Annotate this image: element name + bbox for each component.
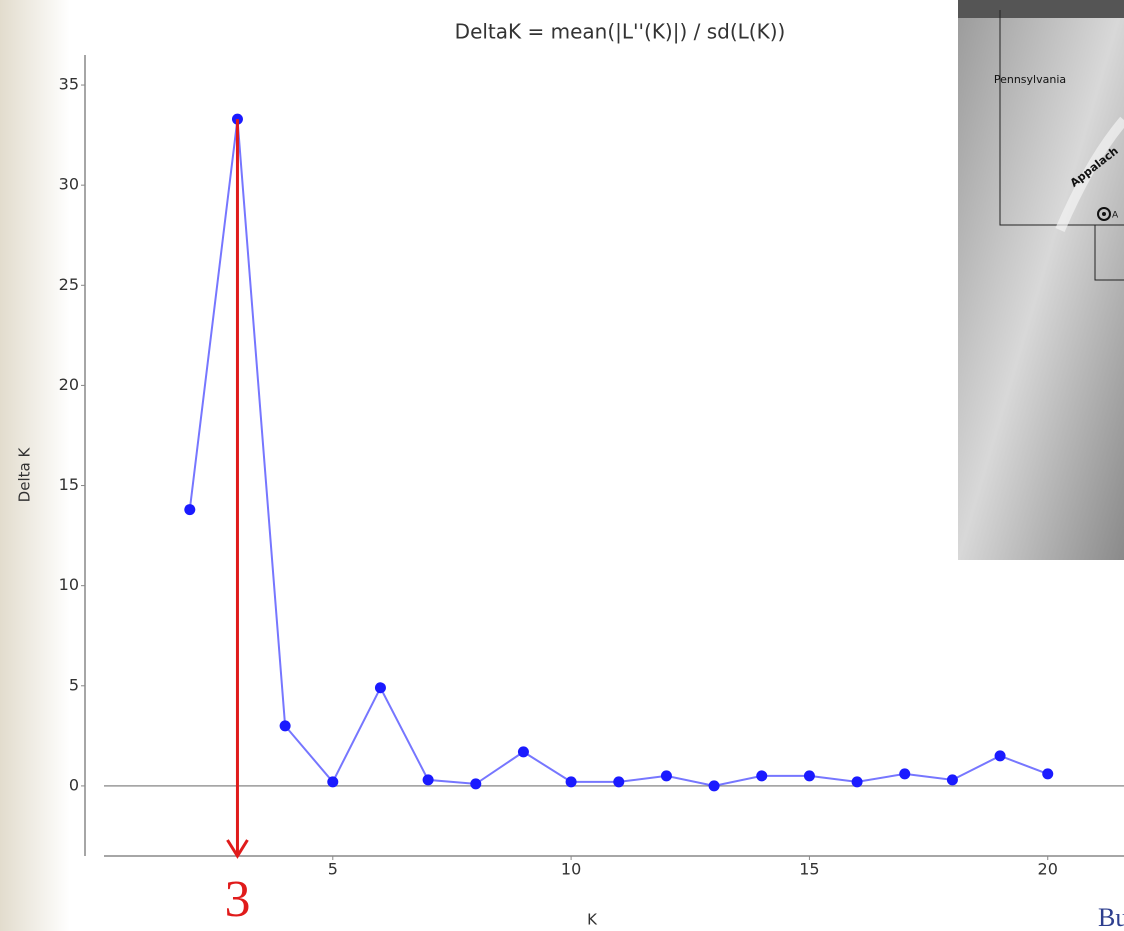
y-axis-label: Delta K	[16, 447, 34, 503]
point	[375, 682, 386, 693]
y-tick-label: 30	[59, 175, 79, 194]
point	[280, 720, 291, 731]
y-tick-label: 25	[59, 275, 79, 294]
point	[661, 770, 672, 781]
point	[184, 504, 195, 515]
point	[613, 776, 624, 787]
point	[566, 776, 577, 787]
footer-text: Bus	[1098, 903, 1124, 931]
point	[518, 746, 529, 757]
y-tick-label: 15	[59, 475, 79, 494]
map-inset: Pennsylvania Appalach A	[958, 0, 1124, 560]
chart-title: DeltaK = mean(|L''(K)|) / sd(L(K))	[455, 20, 786, 44]
y-tick-label: 20	[59, 375, 79, 394]
point	[423, 774, 434, 785]
x-tick-label: 15	[799, 860, 819, 879]
x-tick-label: 5	[328, 860, 338, 879]
y-tick-label: 0	[69, 775, 79, 794]
x-tick-label: 10	[561, 860, 581, 879]
point	[470, 778, 481, 789]
point	[995, 750, 1006, 761]
chart: Pennsylvania Appalach A DeltaK = mean(|L…	[0, 0, 1124, 931]
slide: Pennsylvania Appalach A DeltaK = mean(|L…	[0, 0, 1124, 931]
side-band	[0, 0, 70, 931]
point	[804, 770, 815, 781]
map-label: A	[1112, 211, 1119, 221]
series-line	[190, 119, 1048, 786]
point	[899, 768, 910, 779]
x-axis-label: K	[587, 911, 598, 929]
annotation-label: 3	[224, 871, 250, 928]
point	[852, 776, 863, 787]
point	[709, 780, 720, 791]
x-tick-label: 20	[1038, 860, 1058, 879]
map-label: Pennsylvania	[994, 73, 1066, 86]
y-tick-label: 10	[59, 575, 79, 594]
y-tick-label: 35	[59, 75, 79, 94]
point	[327, 776, 338, 787]
y-tick-label: 5	[69, 675, 79, 694]
point	[756, 770, 767, 781]
point	[1042, 768, 1053, 779]
point	[947, 774, 958, 785]
